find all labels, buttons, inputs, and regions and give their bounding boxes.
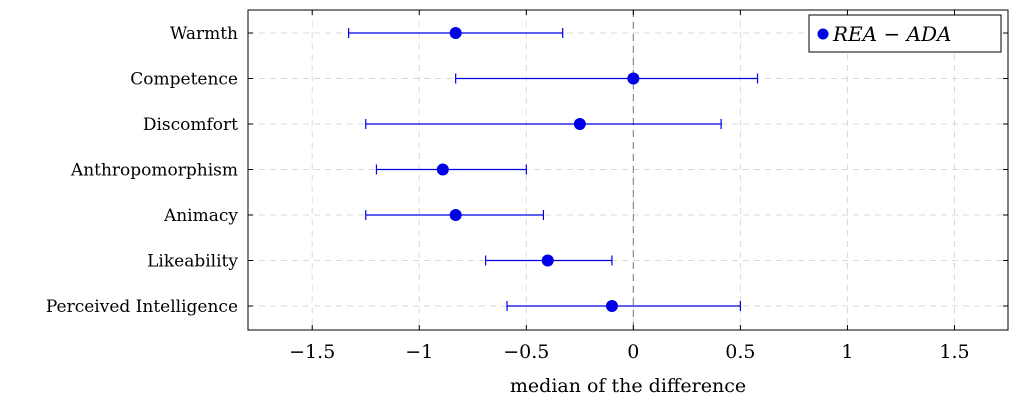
x-axis-title: median of the difference (510, 375, 746, 397)
category-label: Likeability (147, 252, 238, 272)
data-point (436, 163, 449, 176)
x-tick-label: −1 (405, 341, 433, 363)
data-point (605, 300, 618, 312)
data-point (449, 209, 462, 221)
category-label: Warmth (170, 24, 238, 44)
data-point (627, 72, 640, 85)
data-point (573, 118, 586, 130)
category-label: Competence (130, 70, 238, 90)
data-point (541, 254, 554, 267)
legend-box (808, 14, 1002, 53)
category-label: Anthropomorphism (70, 161, 238, 181)
legend-label: REA − ADA (832, 22, 952, 46)
category-label: Perceived Intelligence (46, 297, 238, 317)
x-tick-label: 1.5 (939, 341, 969, 363)
x-tick-label: 0.5 (725, 341, 755, 363)
legend: REA − ADA (808, 14, 1002, 53)
x-tick-label: 1 (841, 341, 853, 363)
legend-marker (817, 28, 829, 40)
grid-layer (248, 10, 1008, 330)
x-tick-label: −1.5 (289, 341, 335, 363)
tick-layer: −1.5 −1 −0.5 0 0.5 1 1.5 (248, 10, 1008, 363)
data-point (449, 27, 462, 39)
category-label: Animacy (163, 206, 238, 226)
marks-layer (348, 27, 759, 312)
x-tick-label: −0.5 (503, 341, 549, 363)
x-tick-label: 0 (627, 341, 639, 363)
category-label: Discomfort (143, 115, 238, 135)
category-label-layer: Warmth Competence Discomfort Anthropomorphi… (46, 24, 239, 317)
